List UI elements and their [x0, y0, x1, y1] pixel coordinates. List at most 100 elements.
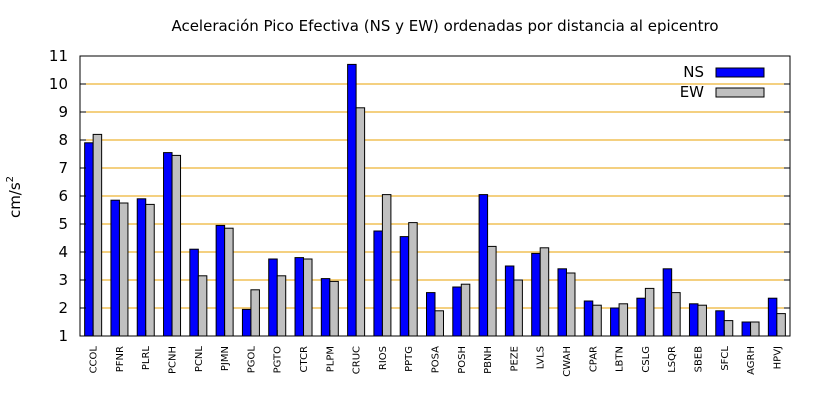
bar-ns-plpm: [320, 278, 331, 337]
plot-frame: [79, 55, 791, 337]
x-tick-label: SBEB: [693, 346, 704, 373]
x-tick-label: AGRH: [746, 346, 757, 375]
x-tick-label: CRUC: [352, 346, 363, 374]
y-tick-label: 7: [58, 159, 68, 177]
bar-ew-ctcr: [303, 258, 313, 337]
x-tick-label: POSH: [457, 346, 468, 374]
y-tick-label: 3: [58, 271, 68, 289]
x-tick-label: PPTG: [404, 346, 415, 372]
x-tick-label: LBTN: [615, 346, 626, 372]
bar-ns-rios: [373, 230, 383, 337]
x-tick-label: POSA: [431, 346, 442, 373]
bar-ew-lsqr: [671, 292, 681, 337]
bar-ew-pgto: [276, 275, 287, 337]
bar-ns-pgol: [241, 308, 252, 337]
bar-ew-posh: [460, 283, 471, 337]
bar-ns-peze: [504, 265, 515, 337]
x-tick-label: CSLG: [641, 346, 652, 373]
x-tick-label: PLPM: [325, 346, 336, 372]
bar-ew-pptg: [408, 222, 418, 337]
x-tick-label: SFCL: [720, 346, 731, 371]
x-tick-label: PGTO: [273, 346, 284, 374]
chart-title: Aceleración Pico Efectiva (NS y EW) orde…: [171, 17, 718, 35]
bar-ns-pjmn: [215, 224, 226, 337]
bar-ew-lvls: [539, 247, 550, 337]
bar-ew-cpar: [592, 304, 602, 337]
y-tick-label: 9: [58, 103, 68, 121]
y-axis-label: cm/s2: [5, 176, 24, 218]
legend-label-ns: NS: [683, 63, 704, 81]
bar-ns-posa: [426, 292, 436, 337]
bar-ew-pgol: [250, 289, 260, 337]
x-tick-label: HPVJ: [772, 346, 783, 369]
x-tick-label: PGOL: [246, 346, 257, 374]
y-axis-label-exponent: 2: [5, 176, 16, 182]
bar-ns-pcnl: [189, 248, 199, 337]
bar-ns-agrh: [741, 321, 752, 337]
grid-lines: [80, 83, 790, 309]
bar-ew-plrl: [145, 203, 155, 337]
bar-ns-cruc: [347, 63, 357, 337]
bar-ew-cruc: [355, 107, 366, 337]
bar-ew-lbtn: [618, 303, 629, 337]
bar-ns-plrl: [136, 198, 147, 337]
bar-ew-posa: [434, 310, 444, 337]
y-tick-label: 1: [58, 327, 68, 345]
bar-ns-ctcr: [294, 257, 305, 337]
bar-ew-plpm: [329, 280, 339, 337]
x-tick-label: CTCR: [299, 346, 310, 372]
bar-ns-lvls: [531, 252, 541, 337]
x-tick-label: PJMN: [220, 346, 231, 371]
bar-ns-sbeb: [688, 303, 699, 337]
y-tick-label: 6: [58, 187, 68, 205]
bar-ns-pfnr: [110, 199, 120, 337]
bar-ns-cslg: [636, 297, 646, 337]
bar-ns-posh: [452, 286, 462, 337]
bar-ns-sfcl: [715, 310, 725, 337]
x-tick-label: PCNL: [194, 346, 205, 372]
x-tick-label: PEZE: [509, 346, 520, 372]
x-tick-label: RIOS: [378, 346, 389, 370]
bar-ew-cslg: [644, 287, 655, 337]
x-tick-label: LSQR: [667, 346, 678, 373]
y-tick-label: 5: [58, 215, 68, 233]
bar-ew-peze: [513, 279, 523, 337]
bar-ns-cpar: [583, 300, 594, 337]
y-tick-label: 8: [58, 131, 68, 149]
bar-ew-pfnr: [118, 202, 129, 337]
y-tick-label: 10: [49, 75, 68, 93]
x-tick-label: CCOL: [89, 346, 100, 374]
y-axis-label-unit: cm/s: [6, 182, 24, 218]
x-tick-label: LVLS: [536, 346, 547, 369]
legend: NS EW: [680, 63, 765, 101]
x-axis-ticks: CCOL PFNR PLRL PCNH PCNL PJMN PGOL PGTO CTCR PLPM…: [89, 330, 783, 377]
bar-ns-cwah: [557, 268, 567, 337]
bar-ew-cwah: [565, 272, 576, 337]
y-tick-label: 11: [49, 47, 68, 65]
bar-ns-ccol: [84, 142, 94, 337]
bar-ew-pjmn: [224, 227, 234, 337]
x-tick-label: PBNH: [483, 346, 494, 374]
bar-ns-pptg: [399, 236, 410, 337]
bar-ew-agrh: [750, 321, 760, 337]
bar-ew-sfcl: [723, 320, 734, 337]
y-tick-label: 4: [58, 243, 68, 261]
bar-ew-hpvj: [776, 313, 786, 337]
bars: [84, 63, 786, 337]
bar-ew-sbeb: [697, 304, 707, 337]
y-axis-ticks: 1 2 3 4 5 6 7 8 9 10 11: [49, 47, 790, 345]
legend-swatch-ew: [715, 87, 765, 98]
bar-ns-lsqr: [662, 268, 673, 337]
bar-ew-pbnh: [487, 245, 497, 337]
x-tick-label: CPAR: [588, 346, 599, 372]
bar-ew-ccol: [92, 133, 103, 337]
y-tick-label: 2: [58, 299, 68, 317]
legend-label-ew: EW: [680, 83, 704, 101]
bar-ns-pbnh: [478, 194, 489, 337]
bar-ns-hpvj: [767, 297, 778, 337]
x-tick-label: PFNR: [115, 346, 126, 372]
bar-ew-pcnl: [197, 275, 208, 337]
legend-swatch-ns: [715, 67, 765, 78]
bar-ns-pcnh: [163, 152, 173, 337]
